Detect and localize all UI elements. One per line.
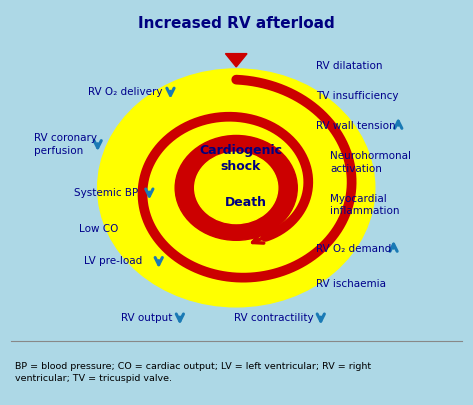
Text: RV dilatation: RV dilatation xyxy=(316,61,383,71)
Polygon shape xyxy=(226,55,247,68)
Circle shape xyxy=(175,136,298,241)
Text: Increased RV afterload: Increased RV afterload xyxy=(138,16,334,31)
Text: LV pre-load: LV pre-load xyxy=(84,256,142,266)
Text: BP = blood pressure; CO = cardiac output; LV = left ventricular; RV = right
vent: BP = blood pressure; CO = cardiac output… xyxy=(16,361,372,382)
Text: RV ischaemia: RV ischaemia xyxy=(316,278,386,288)
Text: RV output: RV output xyxy=(121,312,173,322)
Text: Low CO: Low CO xyxy=(79,224,118,234)
Text: Systemic BP: Systemic BP xyxy=(74,188,139,197)
Circle shape xyxy=(195,153,278,224)
Text: RV coronary
perfusion: RV coronary perfusion xyxy=(34,133,97,156)
Text: RV O₂ demand: RV O₂ demand xyxy=(316,244,391,254)
Text: Neurohormonal
activation: Neurohormonal activation xyxy=(330,151,411,173)
Circle shape xyxy=(97,70,375,307)
Text: Myocardial
inflammation: Myocardial inflammation xyxy=(330,193,400,216)
Text: TV insufficiency: TV insufficiency xyxy=(316,91,399,101)
Text: Cardiogenic
shock: Cardiogenic shock xyxy=(200,144,282,173)
Text: RV wall tension: RV wall tension xyxy=(316,121,396,131)
Text: RV O₂ delivery: RV O₂ delivery xyxy=(88,87,163,97)
Text: RV contractility: RV contractility xyxy=(234,312,314,322)
Text: Death: Death xyxy=(225,196,267,209)
